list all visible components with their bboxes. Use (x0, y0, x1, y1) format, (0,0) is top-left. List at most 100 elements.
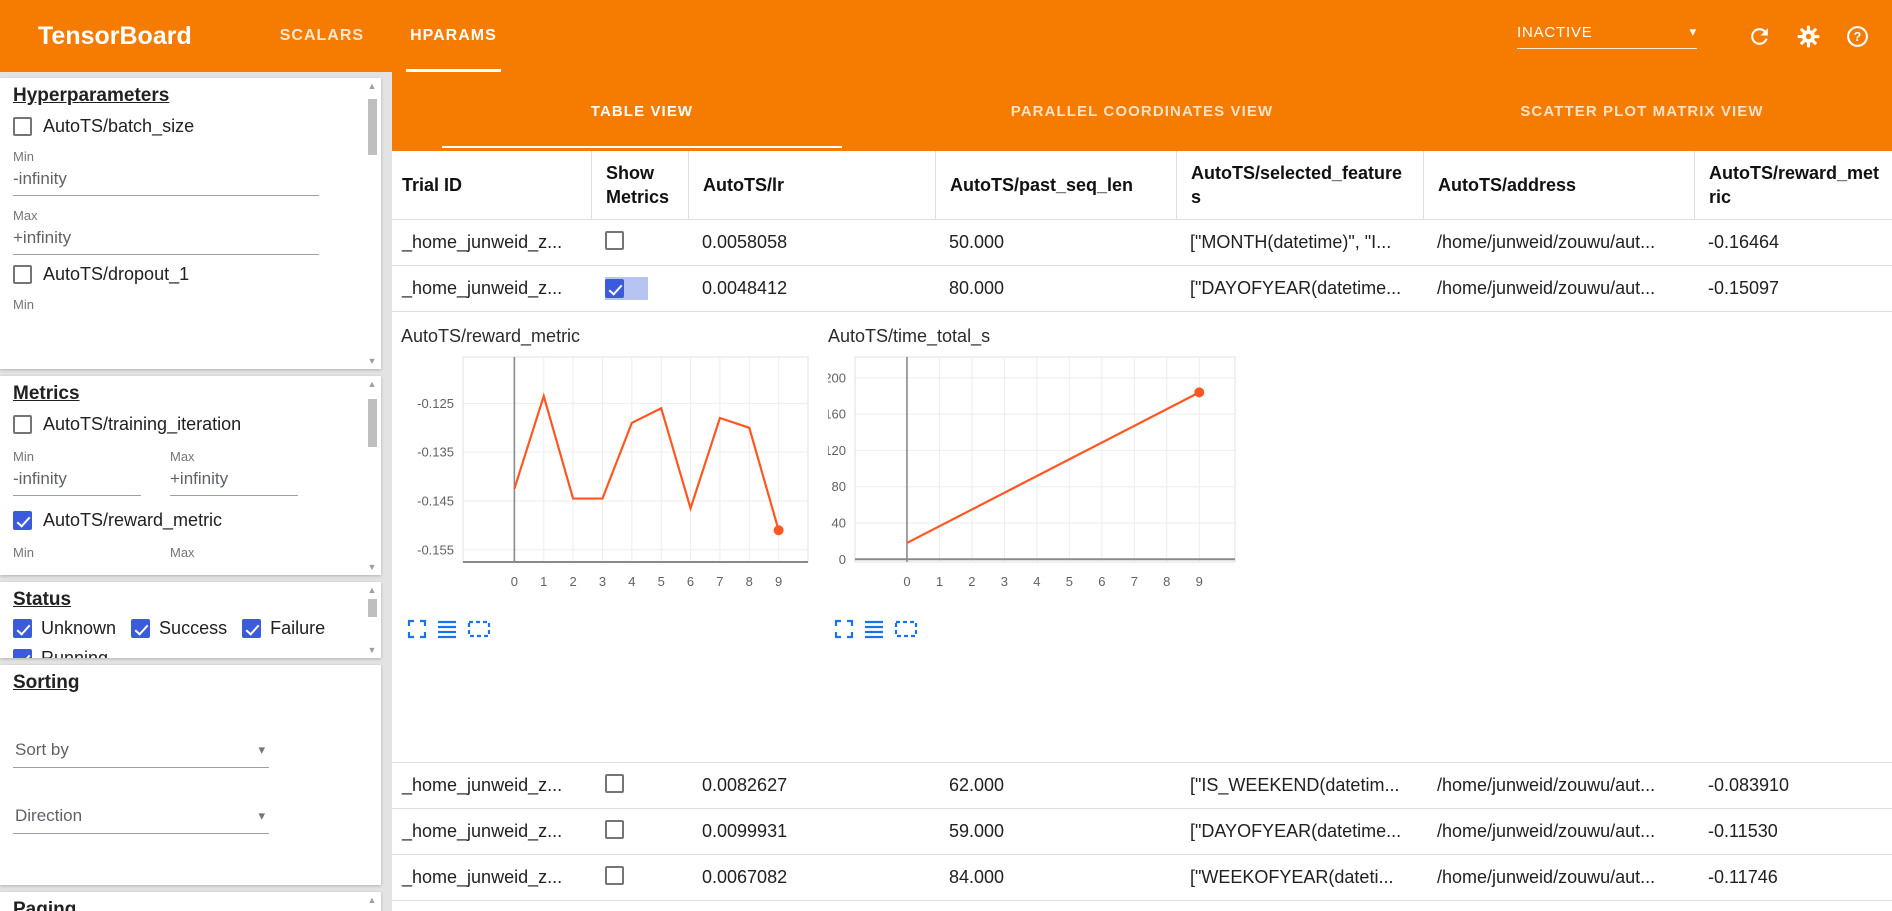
scroll-up-icon[interactable]: ▲ (367, 379, 377, 389)
reward-metric-checkbox[interactable] (13, 511, 32, 530)
running-checkbox[interactable] (13, 649, 32, 658)
training-iteration-checkbox[interactable] (13, 415, 32, 434)
view-tab-table-view[interactable]: TABLE VIEW (392, 72, 892, 151)
show-metrics-checkbox[interactable] (605, 819, 624, 839)
batch-size-max-input[interactable]: +infinity (13, 225, 319, 255)
scroll-down-icon[interactable]: ▼ (367, 356, 377, 366)
direction-dropdown[interactable]: Direction ▾ (13, 802, 269, 834)
settings-button[interactable] (1796, 24, 1821, 49)
dropout-1-label: AutoTS/dropout_1 (43, 264, 190, 284)
trial-id-cell: _home_junweid_z... (402, 278, 563, 298)
reward-metric-cell: -0.15097 (1708, 278, 1780, 298)
show-metrics-checkbox[interactable] (605, 865, 624, 885)
svg-text:6: 6 (1098, 574, 1105, 589)
settings-gear-icon (1797, 25, 1820, 47)
min-label: Min (13, 149, 34, 164)
column-header: AutoTS/lr (688, 151, 935, 219)
lines-button[interactable] (864, 619, 884, 639)
autots-reward-metric-chart[interactable]: 0 1 2 3 4 5 6 7 8 9 -0.125 -0.135 -0.145 -0.155 (401, 351, 811, 607)
svg-text:8: 8 (1163, 574, 1170, 589)
chart-title: AutoTS/time_total_s (828, 326, 991, 346)
chart-toolbar (828, 619, 1238, 639)
success-checkbox[interactable] (131, 619, 151, 638)
lines-icon (865, 620, 883, 639)
scrollbar-track[interactable] (367, 391, 377, 560)
show-metrics-checkbox[interactable] (605, 230, 624, 250)
scrollbar-thumb[interactable] (367, 99, 377, 155)
svg-text:-0.125: -0.125 (417, 396, 454, 411)
metrics-panel: Metrics AutoTS/training_iteration Min -i… (0, 376, 381, 575)
scroll-up-icon[interactable]: ▲ (367, 81, 377, 91)
show-metrics-cell (591, 855, 688, 900)
fullscreen-icon (407, 619, 427, 639)
svg-text:3: 3 (599, 574, 606, 589)
session-metrics-panel: AutoTS/reward_metric 0 1 2 3 4 5 6 7 8 9 -0.125 -0.1… (392, 312, 1892, 763)
panel-scrollbar[interactable]: ▲ ▼ (365, 379, 379, 572)
autots-time-total-s-chart[interactable]: 0 1 2 3 4 5 6 7 8 9 0 40 80 120 160 200 (828, 351, 1238, 607)
panel-scrollbar[interactable]: ▲ ▼ (365, 585, 379, 655)
help-button[interactable]: ? (1845, 24, 1870, 49)
svg-text:2: 2 (968, 574, 975, 589)
scrollbar-thumb[interactable] (367, 399, 377, 447)
address-cell: /home/junweid/zouwu/aut... (1437, 775, 1656, 795)
scrollbar-thumb[interactable] (367, 599, 377, 617)
status-options: Unknown Success Failure Running (13, 618, 353, 658)
svg-text:-0.145: -0.145 (417, 493, 454, 508)
reward-metric-cell: -0.16464 (1708, 232, 1780, 252)
metric-chart-block: AutoTS/time_total_s 0 1 2 3 4 5 6 7 8 9 0 40 80 120 160… (828, 326, 1238, 639)
column-header: AutoTS/past_seq_len (935, 151, 1176, 219)
address-cell: /home/junweid/zouwu/aut... (1437, 278, 1656, 298)
nav-tab-scalars[interactable]: SCALARS (279, 27, 365, 44)
scrollbar-track[interactable] (367, 597, 377, 643)
scrollbar-track[interactable] (367, 93, 377, 354)
failure-checkbox[interactable] (242, 619, 262, 638)
panel-scrollbar[interactable]: ▲ ▼ (365, 81, 379, 366)
view-tab-scatter-plot-matrix-view[interactable]: SCATTER PLOT MATRIX VIEW (1520, 103, 1764, 120)
hyperparameters-panel: Hyperparameters AutoTS/batch_size Min -i… (0, 78, 381, 369)
trial-id-cell: _home_junweid_z... (402, 821, 563, 841)
batch-size-min-input[interactable]: -infinity (13, 166, 319, 196)
nav-tab-hparams[interactable]: HPARAMS (406, 0, 501, 72)
training-iteration-max-input[interactable]: +infinity (170, 466, 298, 496)
show-metrics-checkbox[interactable] (605, 773, 624, 793)
runs-status-dropdown[interactable]: INACTIVE ▾ (1517, 24, 1697, 49)
dropout-1-checkbox[interactable] (13, 265, 32, 284)
status-option-label: Success (159, 618, 228, 638)
svg-text:0: 0 (511, 574, 518, 589)
column-header: Trial ID (402, 175, 463, 195)
fullscreen-button[interactable] (834, 619, 854, 639)
lines-button[interactable] (437, 619, 457, 639)
training-iteration-min-input[interactable]: -infinity (13, 466, 141, 496)
scroll-down-icon[interactable]: ▼ (367, 645, 377, 655)
status-option-success: Success (131, 618, 227, 639)
view-tab-parallel-coordinates-view[interactable]: PARALLEL COORDINATES VIEW (1010, 103, 1274, 120)
zoom-selection-button[interactable] (894, 619, 918, 639)
min-label: Min (13, 545, 34, 560)
lr-cell: 0.0058058 (702, 232, 788, 252)
refresh-icon (1751, 27, 1768, 45)
sorting-heading: Sorting (13, 672, 80, 693)
scroll-down-icon[interactable]: ▼ (367, 562, 377, 572)
scroll-up-icon[interactable]: ▲ (367, 585, 377, 595)
fullscreen-button[interactable] (407, 619, 427, 639)
show-metrics-cell (591, 809, 688, 854)
table-row: _home_junweid_z... 0.0048412 80.000 ["DAYOF… (392, 266, 1892, 312)
scroll-up-icon[interactable]: ▲ (367, 895, 377, 905)
svg-text:1: 1 (936, 574, 943, 589)
batch-size-checkbox[interactable] (13, 117, 32, 136)
panel-scrollbar[interactable]: ▲ (365, 895, 379, 908)
show-metrics-checkbox[interactable] (605, 279, 624, 298)
fullscreen-icon (834, 619, 854, 639)
svg-text:5: 5 (658, 574, 665, 589)
checkbox-ripple (605, 277, 648, 300)
unknown-checkbox[interactable] (13, 619, 32, 638)
zoom-selection-button[interactable] (467, 619, 491, 639)
past-seq-len-cell: 50.000 (949, 232, 1005, 252)
refresh-button[interactable] (1747, 24, 1772, 49)
sort-by-dropdown[interactable]: Sort by ▾ (13, 736, 269, 768)
trial-id-cell: _home_junweid_z... (402, 867, 563, 887)
svg-text:0: 0 (903, 574, 910, 589)
svg-text:120: 120 (828, 443, 846, 458)
status-option-running: Running (13, 648, 108, 658)
